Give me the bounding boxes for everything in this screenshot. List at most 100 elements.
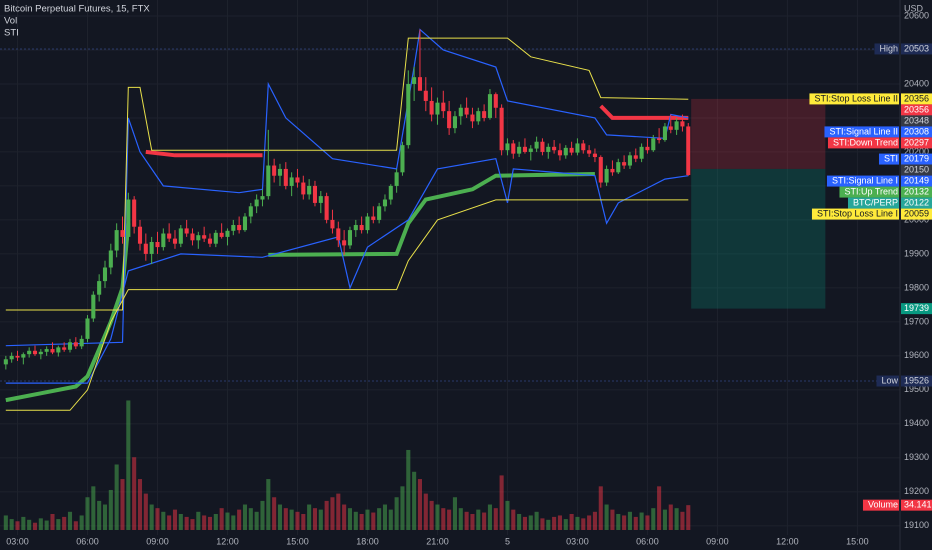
tag-value-box: [901, 115, 932, 127]
candle-body: [657, 138, 662, 141]
volume-bar: [662, 509, 667, 530]
tag-label-box: [809, 93, 899, 105]
tag-value-box: [901, 126, 932, 138]
candle-body: [3, 359, 8, 365]
volume-bar: [21, 516, 26, 530]
price-tag: 20356: [901, 104, 932, 116]
candle-body: [417, 77, 423, 91]
candle-body: [482, 111, 487, 118]
candle-body: [493, 94, 498, 108]
tag-value-box: [901, 104, 932, 116]
candle-body: [429, 100, 434, 115]
volume-bar: [167, 515, 172, 530]
candle-body: [377, 206, 382, 220]
high-tag: 20503 High: [874, 43, 932, 55]
candle-body: [540, 141, 545, 152]
indicator-line: [5, 223, 131, 403]
candle-body: [423, 90, 428, 101]
candle-body: [330, 219, 335, 229]
tag-value-box: [901, 375, 932, 387]
volume-bar: [27, 519, 32, 530]
indicator-line: [5, 158, 689, 384]
candle-body: [353, 225, 358, 231]
volume-bar: [598, 486, 603, 530]
volume-bar: [97, 500, 102, 530]
tag-label: BTC/PERP: [853, 197, 898, 207]
price-tag: 20179 STI: [878, 153, 932, 165]
tag-label-box: [839, 186, 899, 198]
volume-bar: [592, 511, 597, 530]
candle-body: [388, 185, 393, 200]
candle-body: [132, 199, 137, 227]
legend-vol: Vol: [4, 16, 17, 27]
candle-body: [9, 355, 14, 360]
candle-body: [38, 351, 43, 355]
volume-bar: [417, 479, 423, 530]
candle-body: [149, 242, 154, 254]
tag-label: STI:Stop Loss Line I: [817, 208, 898, 218]
tag-value: 20149: [904, 175, 929, 185]
volume-bar: [458, 508, 463, 530]
candle-body: [686, 126, 691, 176]
tag-label: STI: [884, 153, 898, 163]
candle-body: [155, 242, 160, 248]
tag-value: 20179: [904, 153, 929, 163]
volume-bar: [190, 519, 195, 530]
volume-bar: [406, 449, 411, 530]
candle-body: [190, 233, 195, 241]
x-tick-label: 5: [505, 536, 510, 546]
candle-body: [517, 146, 522, 154]
candle-body: [610, 168, 615, 173]
target-zone: [691, 168, 826, 309]
volume-bar: [202, 515, 207, 530]
candle-body: [196, 235, 201, 241]
volume-bar: [120, 479, 125, 530]
volume-bar: [517, 513, 522, 530]
volume-bar: [627, 511, 632, 530]
price-tag: 20132 STI:Up Trend: [839, 186, 932, 198]
x-tick-label: 15:00: [286, 536, 309, 546]
price-tag: 20059 STI:Stop Loss Line I: [811, 208, 932, 220]
volume-bar: [388, 509, 393, 530]
candle-body: [213, 232, 218, 244]
candle-body: [569, 147, 574, 153]
candle-body: [231, 225, 236, 231]
x-tick-label: 09:00: [146, 536, 169, 546]
volume-bar: [394, 497, 399, 530]
tag-value-box: [901, 208, 932, 220]
y-tick-label: 19900: [904, 248, 929, 258]
indicator-line: [599, 104, 689, 120]
price-tag: 20356 STI:Stop Loss Line II: [809, 93, 932, 105]
y-tick-label: 20200: [904, 146, 929, 156]
tag-value: 34.141K: [904, 500, 932, 510]
candle-body: [207, 238, 213, 244]
volume-bar: [633, 516, 638, 530]
candle-body: [85, 318, 90, 339]
volume-bar: [114, 464, 119, 530]
candle-body: [400, 145, 405, 173]
candle-body: [67, 342, 73, 350]
candle-body: [476, 111, 481, 122]
x-tick-label: 09:00: [706, 536, 729, 546]
currency: USD: [904, 3, 924, 13]
candle-body: [289, 177, 294, 186]
tag-value: 20356: [904, 104, 929, 114]
y-tick-label: 19500: [904, 384, 929, 394]
volume-bar: [651, 508, 656, 530]
volume-bar: [493, 508, 498, 530]
tag-value: 20503: [904, 43, 929, 53]
candle-body: [161, 233, 166, 248]
candle-body: [324, 196, 329, 220]
price-tag: 20149 STI:Signal Line I: [826, 175, 932, 187]
tag-label: STI:Up Trend: [844, 186, 898, 196]
tag-label-box: [876, 375, 899, 387]
x-tick-label: 18:00: [356, 536, 379, 546]
volume-bar: [400, 486, 405, 530]
tag-label-box: [826, 175, 899, 187]
candle-body: [452, 116, 457, 129]
tag-value-box: [901, 186, 932, 198]
tag-label-box: [862, 499, 899, 511]
volume-bar: [569, 513, 574, 530]
y-tick-label: 19400: [904, 418, 929, 428]
candle-body: [266, 165, 271, 197]
